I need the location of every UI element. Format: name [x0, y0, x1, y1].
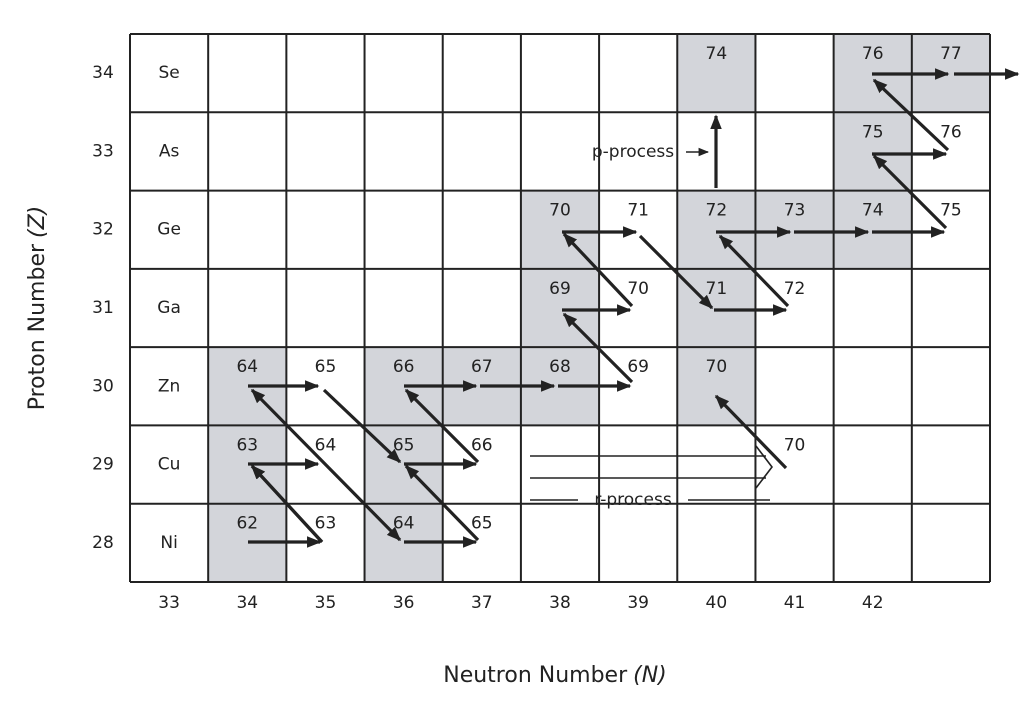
shaded-cell: [833, 190, 912, 269]
mass-number: 70: [784, 435, 806, 455]
shaded-cell: [833, 112, 912, 191]
arrow: [404, 464, 480, 542]
mass-number: 74: [862, 201, 884, 221]
mass-number: 65: [471, 514, 493, 534]
x-axis-symbol: (N): [633, 663, 667, 688]
mass-number: 72: [706, 201, 728, 221]
neutron-number: 42: [862, 593, 884, 613]
s-process-path: [248, 68, 1020, 548]
arrow: [714, 394, 788, 470]
shaded-cell: [677, 268, 756, 348]
neutron-number: 35: [315, 593, 337, 613]
mass-number: 65: [315, 357, 337, 377]
r-process-arrow: [530, 445, 774, 501]
mass-number: 70: [627, 279, 649, 299]
arrow: [638, 234, 714, 310]
neutron-number: 37: [471, 593, 493, 613]
element-symbol: Ni: [160, 533, 177, 553]
x-axis-title: Neutron Number (N): [443, 663, 667, 688]
mass-number: 77: [940, 44, 962, 64]
neutron-number: 39: [627, 593, 649, 613]
mass-number: 76: [862, 44, 884, 64]
y-axis-title: Proton Number (Z): [25, 206, 50, 411]
r-process-label: r-process: [594, 490, 672, 510]
proton-number: 30: [92, 376, 114, 396]
mass-number: 63: [315, 514, 337, 534]
element-symbol: Cu: [158, 455, 181, 475]
neutron-number: 34: [236, 593, 258, 613]
y-axis-symbol: (Z): [25, 206, 50, 238]
neutron-number: 40: [706, 593, 728, 613]
arrow: [562, 232, 634, 308]
mass-number: 65: [393, 435, 415, 455]
mass-number: 76: [940, 122, 962, 142]
shaded-cell: [677, 34, 756, 113]
mass-number: 67: [471, 357, 493, 377]
neutron-number: 41: [784, 593, 806, 613]
mass-number: 72: [784, 279, 806, 299]
mass-number: 66: [393, 357, 415, 377]
mass-number: 71: [627, 201, 649, 221]
mass-number: 74: [706, 44, 728, 64]
arrow: [404, 388, 480, 464]
element-symbol: Se: [158, 63, 179, 83]
neutron-number: 33: [158, 593, 180, 613]
arrow: [562, 312, 634, 384]
p-process-label: p-process: [592, 142, 674, 162]
proton-number: 34: [92, 63, 114, 83]
shaded-cell: [677, 347, 756, 426]
x-axis-label: Neutron Number: [443, 663, 628, 688]
grid: [129, 33, 991, 583]
mass-number: 63: [236, 435, 258, 455]
mass-number: 64: [236, 357, 258, 377]
arrow: [872, 78, 950, 152]
mass-number: 70: [549, 201, 571, 221]
mass-number: 75: [862, 122, 884, 142]
mass-number: 64: [393, 514, 415, 534]
neutron-number: 36: [393, 593, 415, 613]
arrow: [322, 388, 402, 464]
y-axis-label: Proton Number: [25, 243, 50, 410]
element-symbol: Ga: [157, 298, 181, 318]
proton-number: 33: [92, 141, 114, 161]
proton-number: 31: [92, 298, 114, 318]
mass-number: 73: [784, 201, 806, 221]
arrow: [250, 388, 402, 542]
mass-number: 66: [471, 435, 493, 455]
mass-number: 64: [315, 435, 337, 455]
shaded-cell: [755, 190, 834, 269]
neutron-number: 38: [549, 593, 571, 613]
r-process-head: [755, 445, 774, 489]
mass-number: 69: [549, 279, 571, 299]
mass-number: 69: [627, 357, 649, 377]
mass-number: 62: [236, 514, 258, 534]
mass-number: 75: [940, 201, 962, 221]
arrow: [872, 154, 948, 230]
element-symbol: Ge: [157, 220, 181, 240]
mass-number: 70: [706, 357, 728, 377]
proton-number: 28: [92, 533, 114, 553]
proton-number: 29: [92, 455, 114, 475]
element-symbol: As: [159, 141, 180, 161]
mass-number: 68: [549, 357, 571, 377]
mass-number: 71: [706, 279, 728, 299]
proton-number: 32: [92, 220, 114, 240]
shaded-cell: [677, 190, 756, 269]
cell-layer: [208, 34, 990, 582]
arrow: [718, 234, 790, 308]
element-symbol: Zn: [158, 376, 180, 396]
